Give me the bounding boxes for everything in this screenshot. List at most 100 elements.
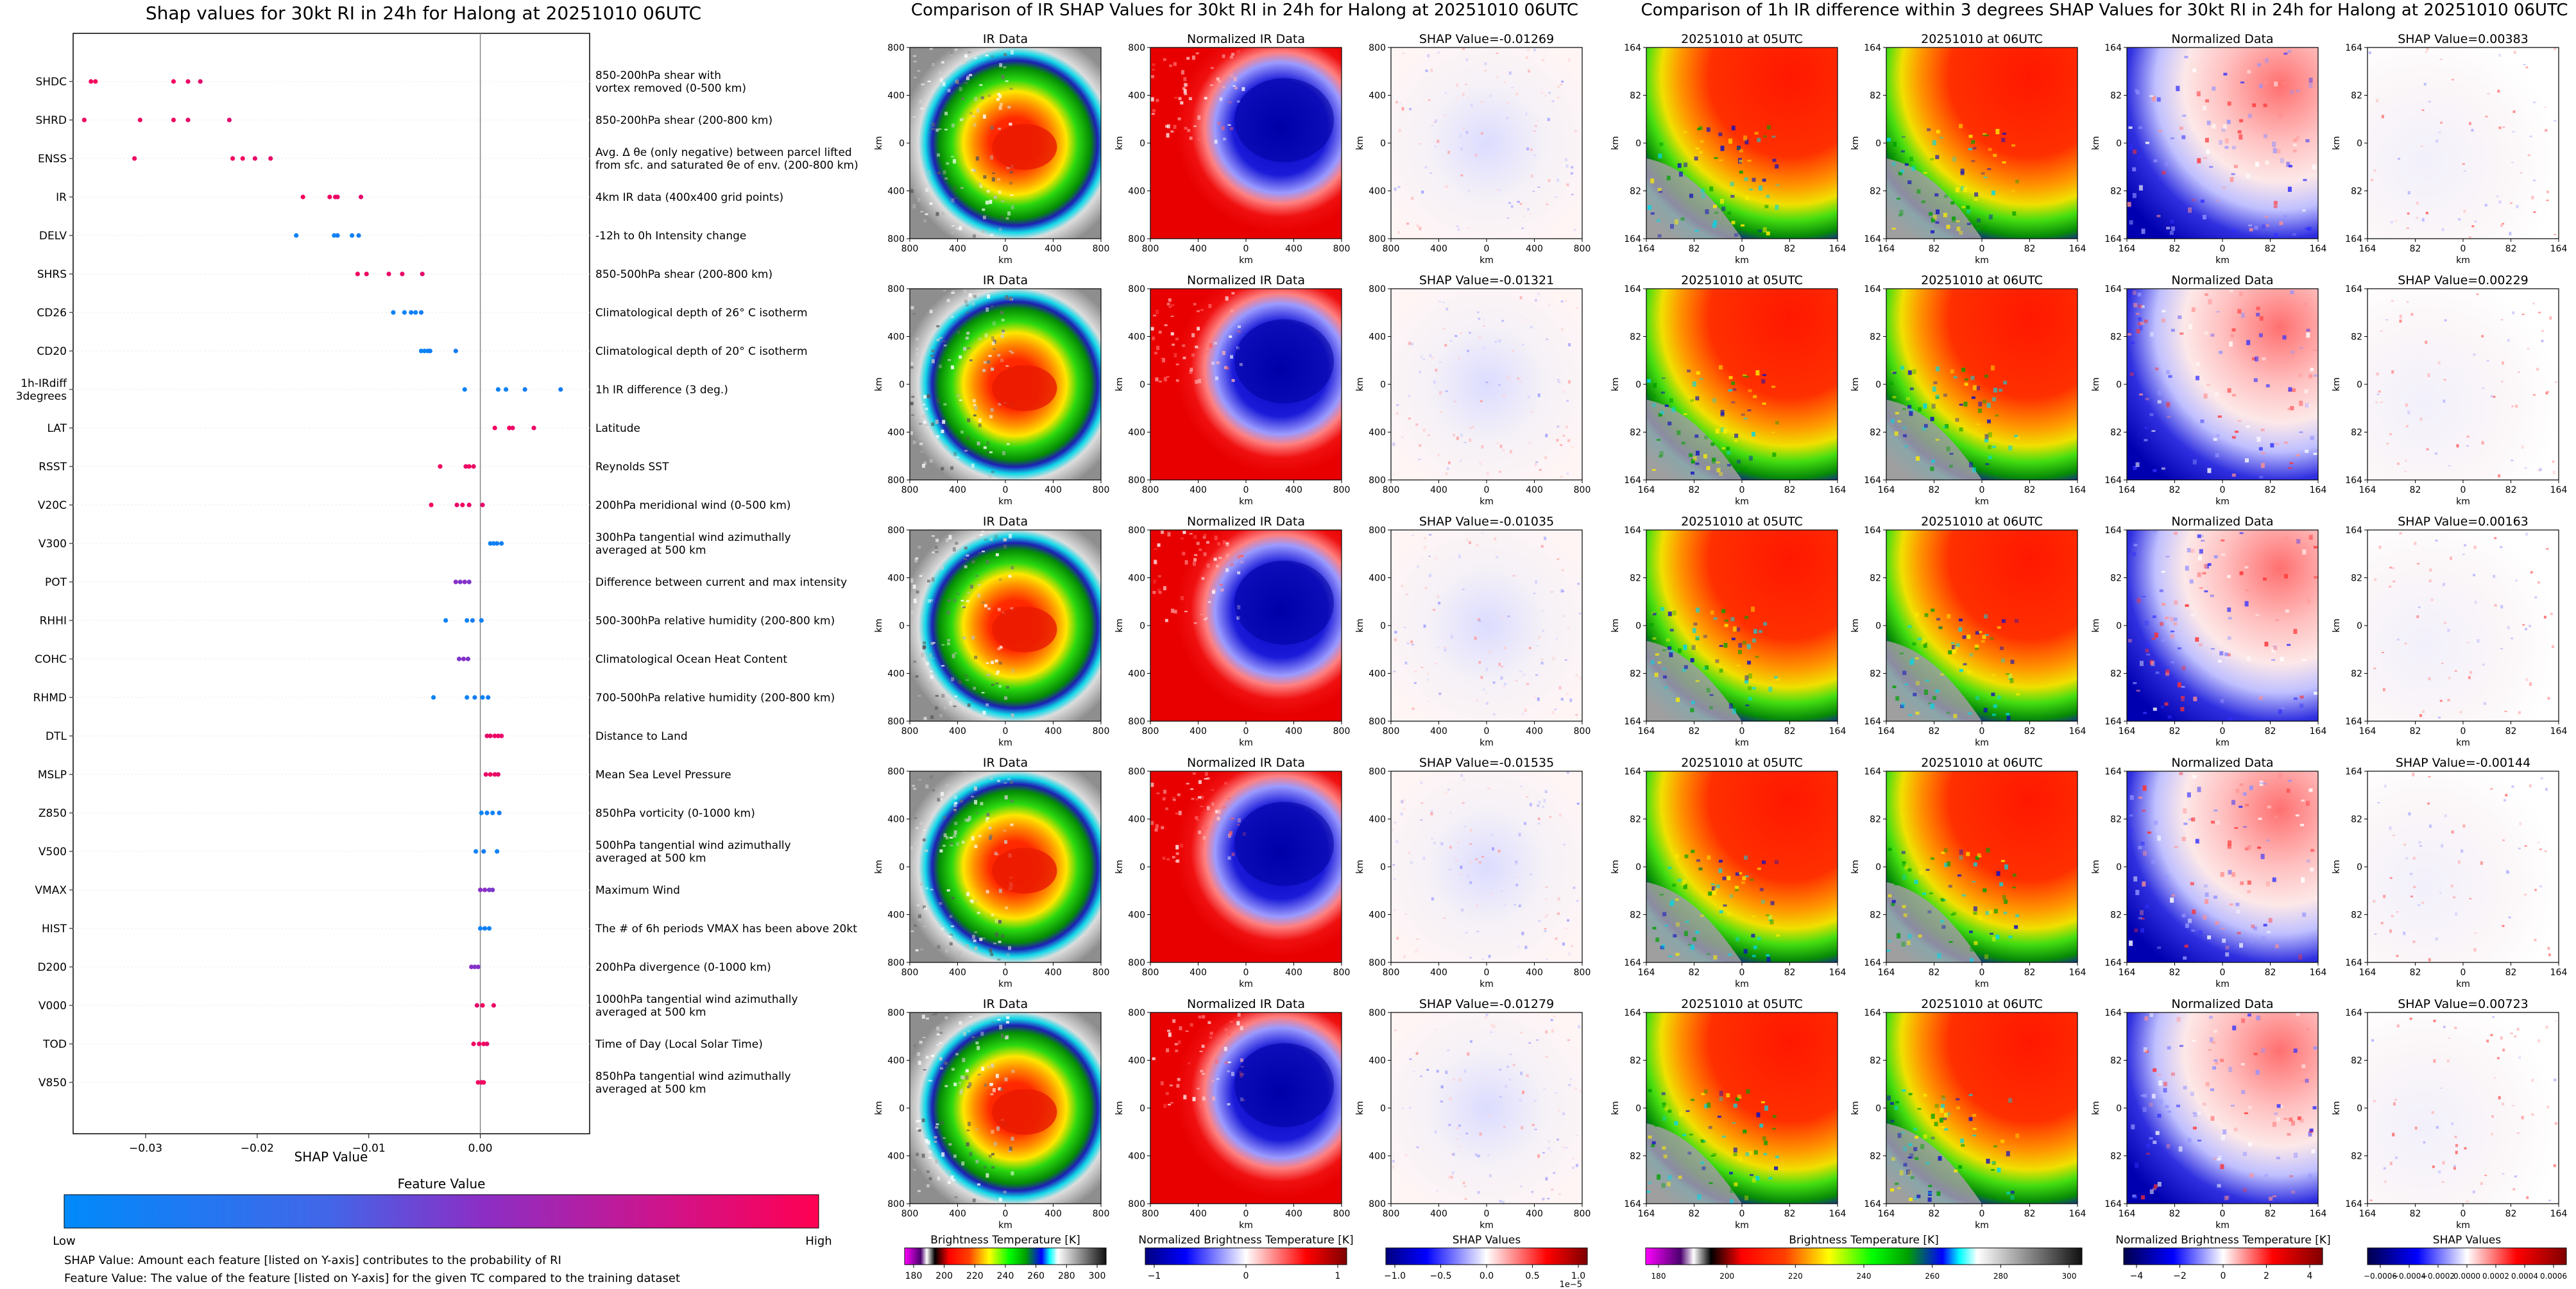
texture-speck — [1458, 556, 1461, 559]
texture-speck — [981, 1066, 985, 1071]
texture-speck — [1204, 96, 1207, 100]
texture-speck — [2241, 1090, 2246, 1095]
texture-speck — [1225, 1061, 1228, 1064]
texture-speck — [1464, 1198, 1467, 1200]
texture-speck — [2474, 601, 2477, 604]
texture-speck — [1978, 915, 1983, 920]
texture-speck — [1219, 584, 1223, 586]
texture-speck — [2435, 1125, 2439, 1129]
texture-speck — [1392, 1159, 1395, 1163]
texture-speck — [971, 560, 975, 563]
texture-speck — [2264, 642, 2269, 647]
texture-speck — [946, 298, 950, 303]
texture-speck — [1744, 1195, 1748, 1200]
texture-speck — [2246, 173, 2250, 179]
texture-speck — [2268, 918, 2273, 923]
texture-speck — [2502, 839, 2505, 841]
y-tick-label: 0 — [1635, 380, 1641, 390]
texture-speck — [2399, 320, 2402, 323]
texture-speck — [1477, 618, 1480, 621]
texture-speck — [1963, 187, 1967, 192]
texture-speck — [1552, 656, 1555, 660]
texture-speck — [1669, 650, 1674, 653]
texture-speck — [1756, 1112, 1761, 1118]
texture-speck — [2426, 448, 2429, 450]
x-tick-label: 400 — [1045, 726, 1062, 737]
texture-speck — [1650, 622, 1653, 627]
texture-speck — [2193, 1112, 2197, 1117]
texture-speck — [2416, 615, 2419, 619]
texture-speck — [1231, 53, 1234, 56]
texture-speck — [1534, 125, 1537, 127]
texture-speck — [1411, 196, 1414, 200]
texture-speck — [1560, 444, 1563, 446]
texture-speck — [1936, 618, 1940, 621]
texture-speck — [2188, 818, 2193, 821]
texture-speck — [1735, 1097, 1739, 1102]
x-axis-label: km — [1239, 738, 1253, 748]
texture-speck — [2290, 350, 2295, 354]
texture-speck — [1537, 697, 1540, 701]
texture-speck — [1393, 670, 1396, 672]
texture-speck — [1558, 381, 1561, 383]
texture-speck — [937, 1176, 941, 1181]
texture-speck — [1000, 334, 1004, 338]
x-tick-label: 400 — [949, 1209, 966, 1219]
texture-speck — [1959, 427, 1963, 432]
texture-speck — [959, 1091, 963, 1095]
texture-speck — [2220, 699, 2224, 703]
texture-speck — [1011, 566, 1014, 570]
feature-description: -12h to 0h Intensity change — [595, 230, 746, 243]
texture-speck — [1483, 347, 1486, 350]
texture-speck — [958, 951, 962, 954]
texture-speck — [1972, 881, 1976, 883]
x-tick-label: 0 — [1484, 968, 1490, 978]
feature-label-line: V000 — [38, 1000, 67, 1012]
y-tick-label: 164 — [1624, 958, 1641, 968]
texture-speck — [1009, 123, 1012, 126]
texture-speck — [2391, 370, 2394, 374]
texture-speck — [955, 1053, 959, 1055]
texture-speck — [1560, 697, 1564, 701]
texture-speck — [2171, 894, 2176, 897]
texture-speck — [2151, 860, 2156, 864]
texture-speck — [1214, 535, 1218, 540]
texture-speck — [994, 534, 998, 539]
texture-speck — [2149, 1189, 2154, 1194]
texture-speck — [2529, 784, 2532, 787]
texture-speck — [2239, 805, 2243, 808]
texture-speck — [2170, 634, 2174, 638]
texture-speck — [2481, 441, 2484, 445]
texture-speck — [1715, 428, 1719, 434]
texture-speck — [1966, 635, 1971, 639]
texture-speck — [2373, 1100, 2376, 1102]
texture-speck — [1935, 395, 1940, 399]
texture-speck — [926, 1140, 930, 1145]
texture-speck — [989, 537, 993, 542]
texture-speck — [2225, 952, 2230, 957]
texture-speck — [2300, 824, 2305, 826]
texture-speck — [947, 639, 951, 642]
texture-speck — [1499, 189, 1501, 191]
texture-speck — [1222, 54, 1225, 58]
texture-speck — [1187, 129, 1191, 132]
texture-speck — [1941, 1104, 1945, 1109]
texture-speck — [2284, 536, 2288, 540]
texture-speck — [1550, 1019, 1553, 1021]
texture-speck — [1004, 795, 1008, 799]
texture-speck — [1201, 1045, 1205, 1048]
texture-speck — [1414, 670, 1417, 672]
texture-speck — [1718, 132, 1723, 137]
x-tick-label: 400 — [949, 485, 966, 495]
texture-speck — [1991, 1161, 1995, 1164]
texture-speck — [942, 420, 946, 424]
texture-speck — [1966, 209, 1971, 214]
texture-speck — [2399, 314, 2402, 318]
texture-speck — [1721, 609, 1726, 613]
texture-speck — [2226, 119, 2231, 124]
texture-speck — [1771, 431, 1775, 434]
texture-speck — [1690, 399, 1694, 402]
texture-speck — [1175, 844, 1179, 849]
texture-speck — [1535, 461, 1539, 463]
